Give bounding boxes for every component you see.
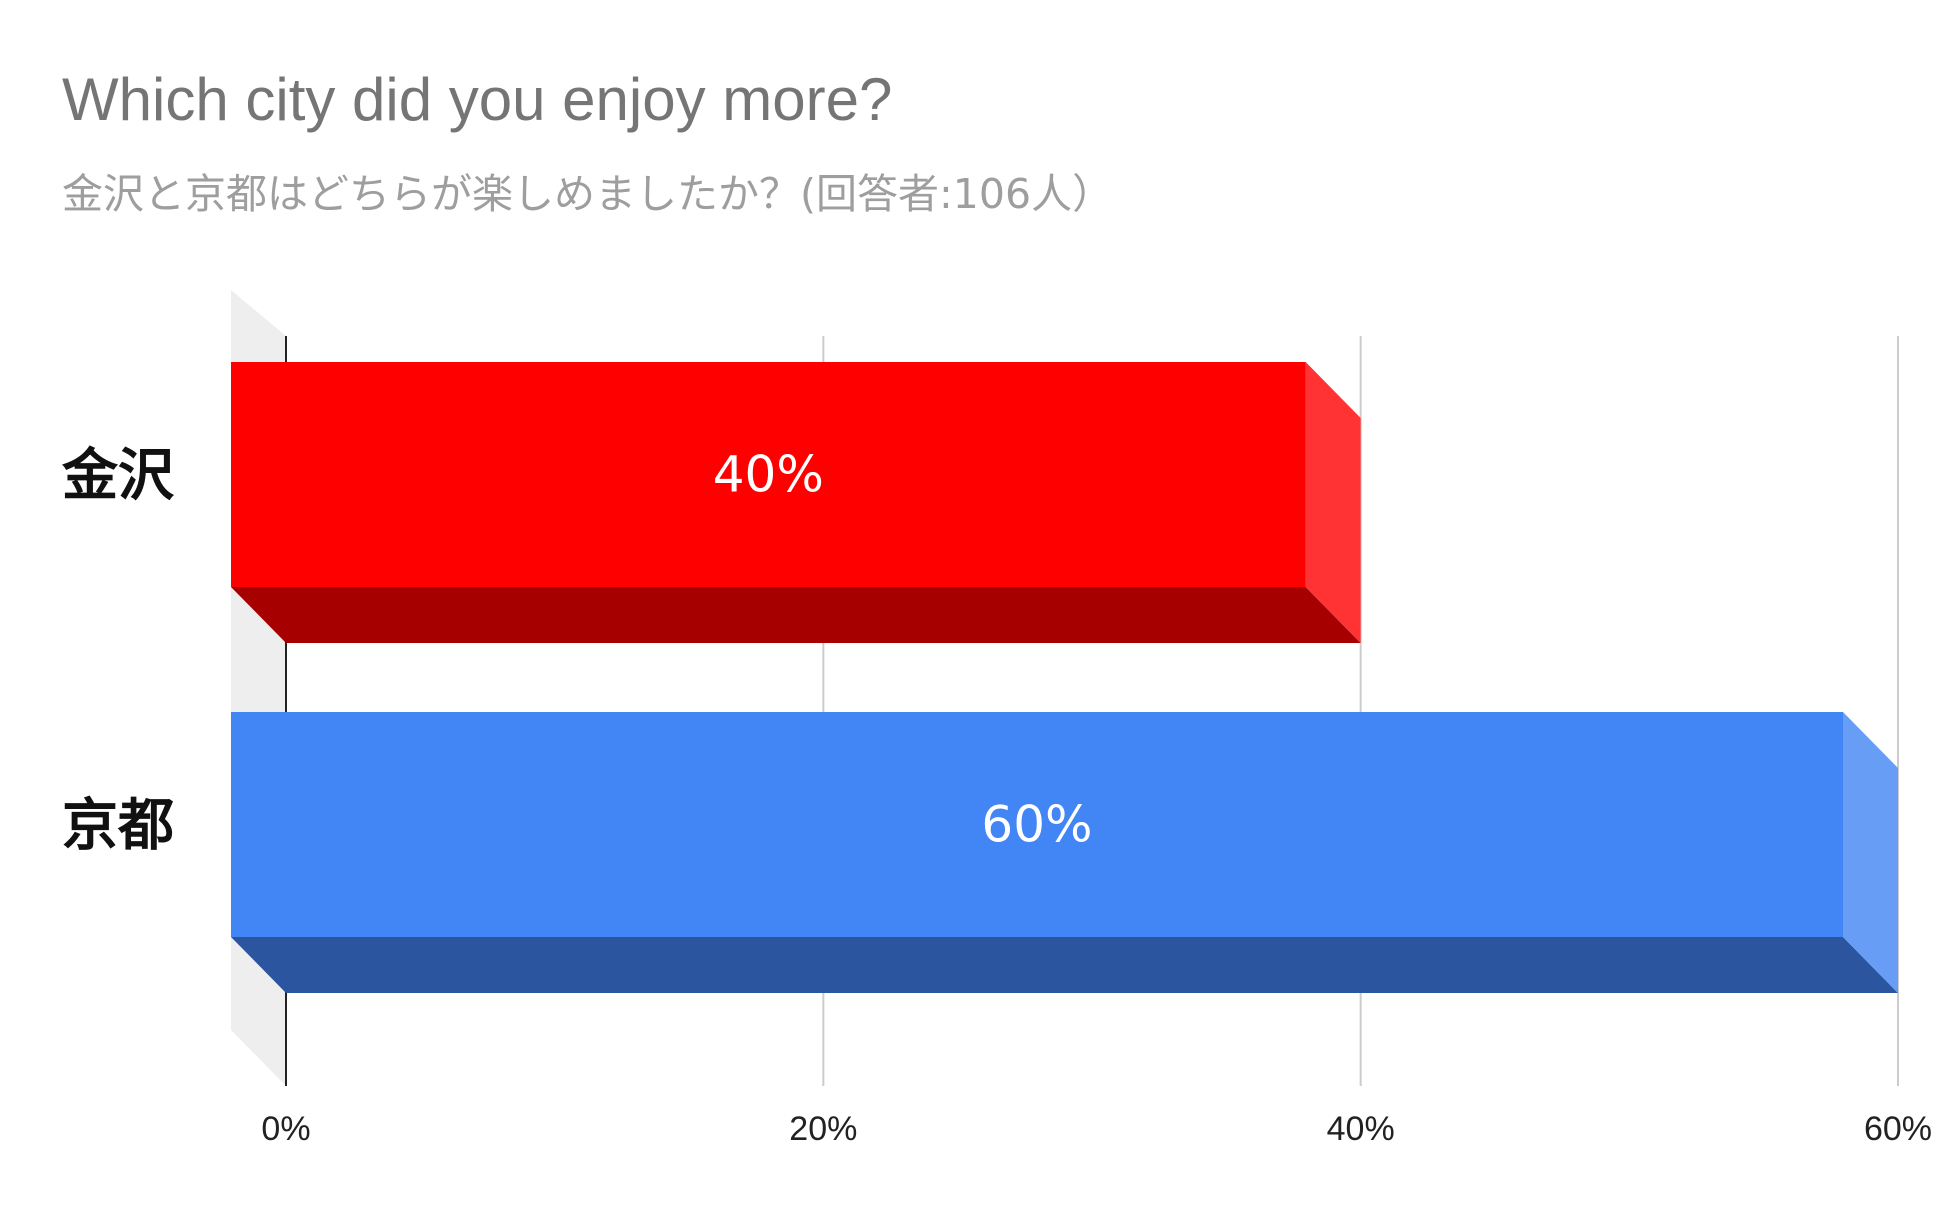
bar-end-face: [1843, 712, 1898, 993]
bar-bottom-face: [231, 937, 1898, 993]
data-label: 60%: [981, 796, 1092, 854]
chart-title: Which city did you enjoy more?: [62, 66, 892, 133]
x-tick-label: 0%: [261, 1110, 310, 1148]
bar: [231, 362, 1306, 587]
category-label: 金沢: [61, 444, 175, 509]
bar-bottom-face: [231, 587, 1361, 643]
x-tick-label: 60%: [1864, 1110, 1932, 1148]
x-tick-label: 20%: [789, 1110, 857, 1148]
bar-group: 60%: [231, 712, 1898, 993]
category-label: 京都: [62, 794, 174, 859]
data-label: 40%: [713, 446, 824, 504]
plot-area: 0% 20% 40% 60% 40% 金沢 60% 京都: [61, 290, 1932, 1148]
bar: [231, 712, 1843, 937]
bar-end-face: [1305, 362, 1361, 643]
bar-group: 40%: [231, 362, 1361, 643]
chart-subtitle: 金沢と京都はどちらが楽しめましたか？(回答者:106人）: [62, 170, 1113, 218]
x-tick-label: 40%: [1327, 1110, 1395, 1148]
